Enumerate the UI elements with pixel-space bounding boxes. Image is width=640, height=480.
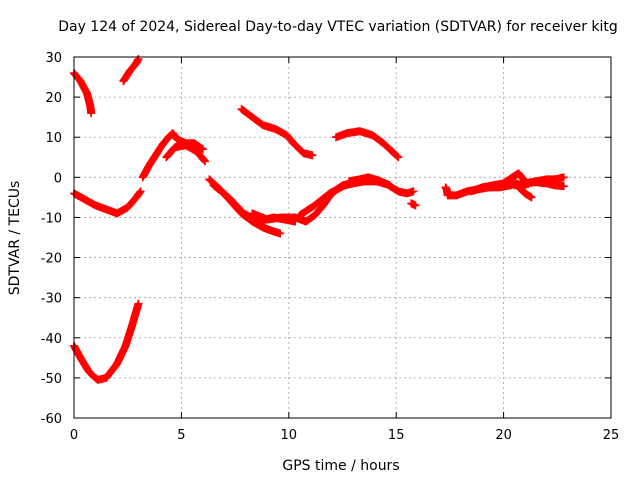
x-tick-label: 20 [495, 428, 512, 443]
data-point [197, 144, 206, 153]
series-arc-09 [237, 105, 317, 160]
data-point [198, 145, 207, 154]
data-point [394, 153, 403, 162]
x-tick-label: 0 [70, 428, 78, 443]
data-point [134, 55, 143, 64]
data-point [201, 157, 210, 166]
data-point [385, 181, 394, 190]
data-point [134, 299, 143, 308]
data-point [136, 187, 145, 196]
y-tick-label: -60 [41, 412, 62, 427]
series-arc-04 [70, 299, 143, 384]
series-arc-02 [119, 55, 143, 86]
y-tick-label: 0 [54, 171, 62, 186]
series-arc-19 [521, 178, 568, 191]
data-point [276, 229, 285, 238]
data-point [200, 156, 209, 165]
data-point [393, 152, 402, 161]
data-point [87, 109, 96, 118]
series-arc-01 [70, 69, 96, 118]
y-tick-label: 30 [45, 51, 62, 66]
y-tick-label: -40 [41, 332, 62, 347]
series-arc-13 [332, 127, 403, 162]
y-tick-label: -50 [41, 372, 62, 387]
y-tick-label: 10 [45, 131, 62, 146]
data-point [559, 173, 568, 182]
data-point [308, 151, 317, 160]
data-point [559, 182, 568, 191]
data-point [527, 193, 536, 202]
data-point [409, 187, 418, 196]
y-tick-label: -30 [41, 292, 62, 307]
plot-frame [73, 56, 612, 419]
y-tick-label: 20 [45, 91, 62, 106]
data-point [135, 188, 144, 197]
y-axis-title: SDTVAR / TECUs [7, 181, 23, 296]
y-tick-label: -10 [41, 211, 62, 226]
x-tick-label: 15 [388, 428, 405, 443]
data-point [411, 201, 420, 210]
x-tick-label: 5 [177, 428, 185, 443]
series-arc-06 [162, 141, 210, 166]
series-arc-14 [407, 199, 420, 210]
axis-ticks: 0 5 10 15 20 25 -60 -50 -40 -30 -20 -10 0 10 20 30 [41, 51, 620, 443]
x-tick-label: 10 [281, 428, 298, 443]
series-arc-12 [344, 173, 394, 190]
series-arc-03 [70, 187, 145, 218]
plot-area-points [70, 55, 568, 384]
chart-title: Day 124 of 2024, Sidereal Day-to-day VTE… [58, 19, 618, 35]
x-axis-title: GPS time / hours [282, 458, 399, 474]
x-tick-label: 25 [603, 428, 620, 443]
y-tick-label: -20 [41, 252, 62, 267]
